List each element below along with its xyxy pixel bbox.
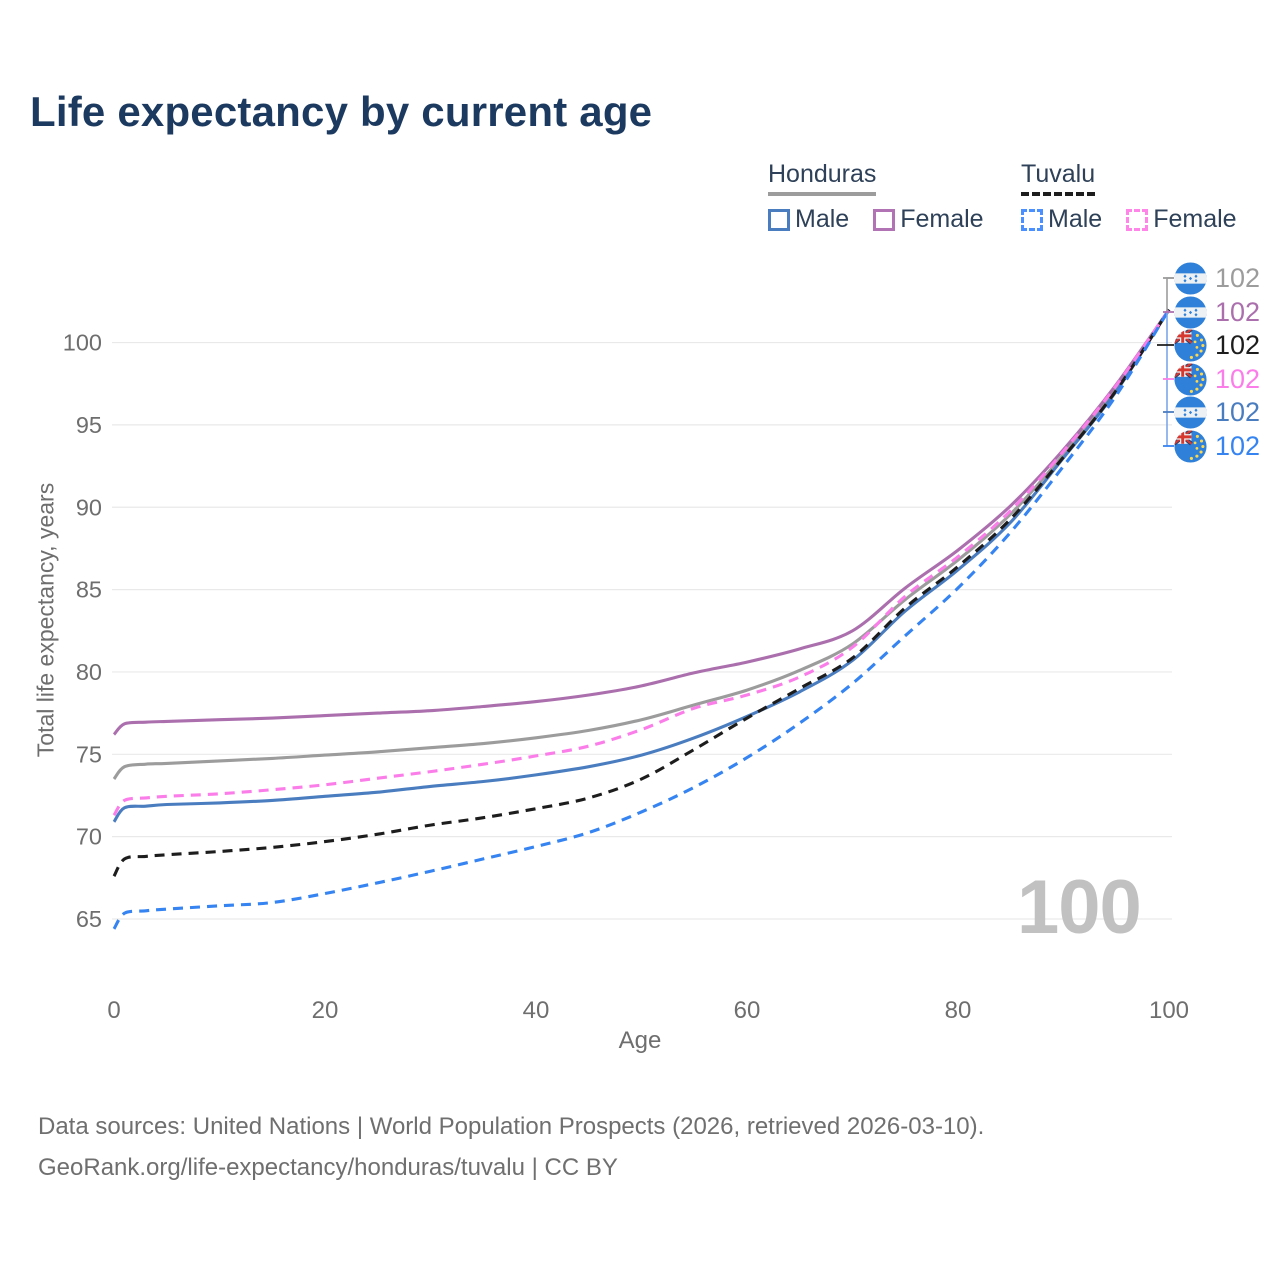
endpoint-value: 102	[1215, 363, 1261, 394]
tuvalu-male-swatch-icon	[1021, 208, 1043, 231]
svg-text:95: 95	[76, 412, 102, 438]
legend-label: Female	[900, 205, 984, 233]
legend-item-tuvalu-female[interactable]: Female	[1126, 205, 1237, 234]
endpoint-value: 102	[1215, 262, 1261, 293]
legend-group-honduras: Honduras Male Female	[768, 160, 1008, 234]
endpoint-leader-lines	[1157, 277, 1174, 447]
svg-text:75: 75	[76, 741, 102, 767]
svg-text:80: 80	[945, 997, 972, 1024]
honduras-flag-icon	[1174, 396, 1207, 429]
endpoint-honduras-male[interactable]: 102	[1174, 395, 1260, 429]
honduras-flag-icon	[1174, 262, 1207, 295]
endpoint-value: 102	[1215, 329, 1261, 360]
svg-text:90: 90	[76, 494, 102, 520]
legend-label: Male	[1048, 205, 1103, 233]
svg-text:80: 80	[76, 659, 102, 685]
x-axis-title: Age	[618, 1027, 662, 1054]
svg-text:40: 40	[523, 997, 550, 1024]
data-source-footer: Data sources: United Nations | World Pop…	[38, 1106, 984, 1188]
tuvalu-flag-icon	[1174, 430, 1207, 463]
x-axis-tick-labels: 0 20 40 60 80 100	[107, 997, 1189, 1024]
series-line-tuvalu-both[interactable]	[112, 308, 1171, 878]
series-line-honduras-female[interactable]	[112, 308, 1171, 736]
endpoint-tuvalu-male[interactable]: 102	[1174, 429, 1260, 463]
tuvalu-flag-icon	[1174, 363, 1207, 396]
svg-text:0: 0	[107, 997, 120, 1024]
legend-group-tuvalu: Tuvalu Male Female	[1021, 160, 1261, 234]
series-lines	[112, 308, 1171, 930]
footer-line-2[interactable]: GeoRank.org/life-expectancy/honduras/tuv…	[38, 1154, 618, 1181]
series-line-honduras-both[interactable]	[112, 308, 1171, 781]
svg-text:100: 100	[1149, 997, 1189, 1024]
endpoint-value: 102	[1215, 396, 1261, 427]
series-line-honduras-male[interactable]	[112, 308, 1171, 823]
legend-label: Male	[795, 205, 850, 233]
y-axis-title: Total life expectancy, years	[32, 482, 59, 758]
tuvalu-female-swatch-icon	[1126, 208, 1149, 231]
endpoint-honduras-both[interactable]: 102	[1174, 261, 1260, 295]
endpoint-value: 102	[1215, 430, 1261, 461]
honduras-female-swatch-icon	[873, 208, 896, 231]
endpoint-value: 102	[1215, 296, 1261, 327]
series-line-tuvalu-male[interactable]	[112, 308, 1171, 930]
y-axis-tick-labels: 65 70 75 80 85 90 95 100	[63, 330, 102, 932]
svg-text:65: 65	[76, 906, 102, 932]
endpoint-tuvalu-female[interactable]: 102	[1174, 362, 1260, 396]
footer-line-1: Data sources: United Nations | World Pop…	[38, 1113, 985, 1140]
legend-item-honduras-male[interactable]: Male	[768, 205, 849, 234]
svg-text:100: 100	[63, 330, 102, 356]
page-title: Life expectancy by current age	[30, 88, 653, 135]
honduras-flag-icon	[1174, 296, 1207, 329]
svg-text:60: 60	[734, 997, 761, 1024]
svg-text:85: 85	[76, 577, 102, 603]
tuvalu-flag-icon	[1174, 329, 1207, 362]
legend-heading-honduras[interactable]: Honduras	[768, 160, 877, 196]
svg-text:20: 20	[312, 997, 339, 1024]
legend-item-honduras-female[interactable]: Female	[873, 205, 984, 234]
legend-heading-tuvalu[interactable]: Tuvalu	[1021, 160, 1096, 196]
age-watermark: 100	[1017, 865, 1142, 950]
legend-item-tuvalu-male[interactable]: Male	[1021, 205, 1102, 234]
endpoint-tuvalu-both[interactable]: 102	[1174, 328, 1260, 362]
gridlines	[112, 341, 1172, 920]
series-line-tuvalu-female[interactable]	[112, 308, 1171, 817]
svg-text:70: 70	[76, 824, 102, 850]
honduras-male-swatch-icon	[768, 208, 790, 231]
endpoint-honduras-female[interactable]: 102	[1174, 295, 1260, 329]
legend-label: Female	[1153, 205, 1237, 233]
